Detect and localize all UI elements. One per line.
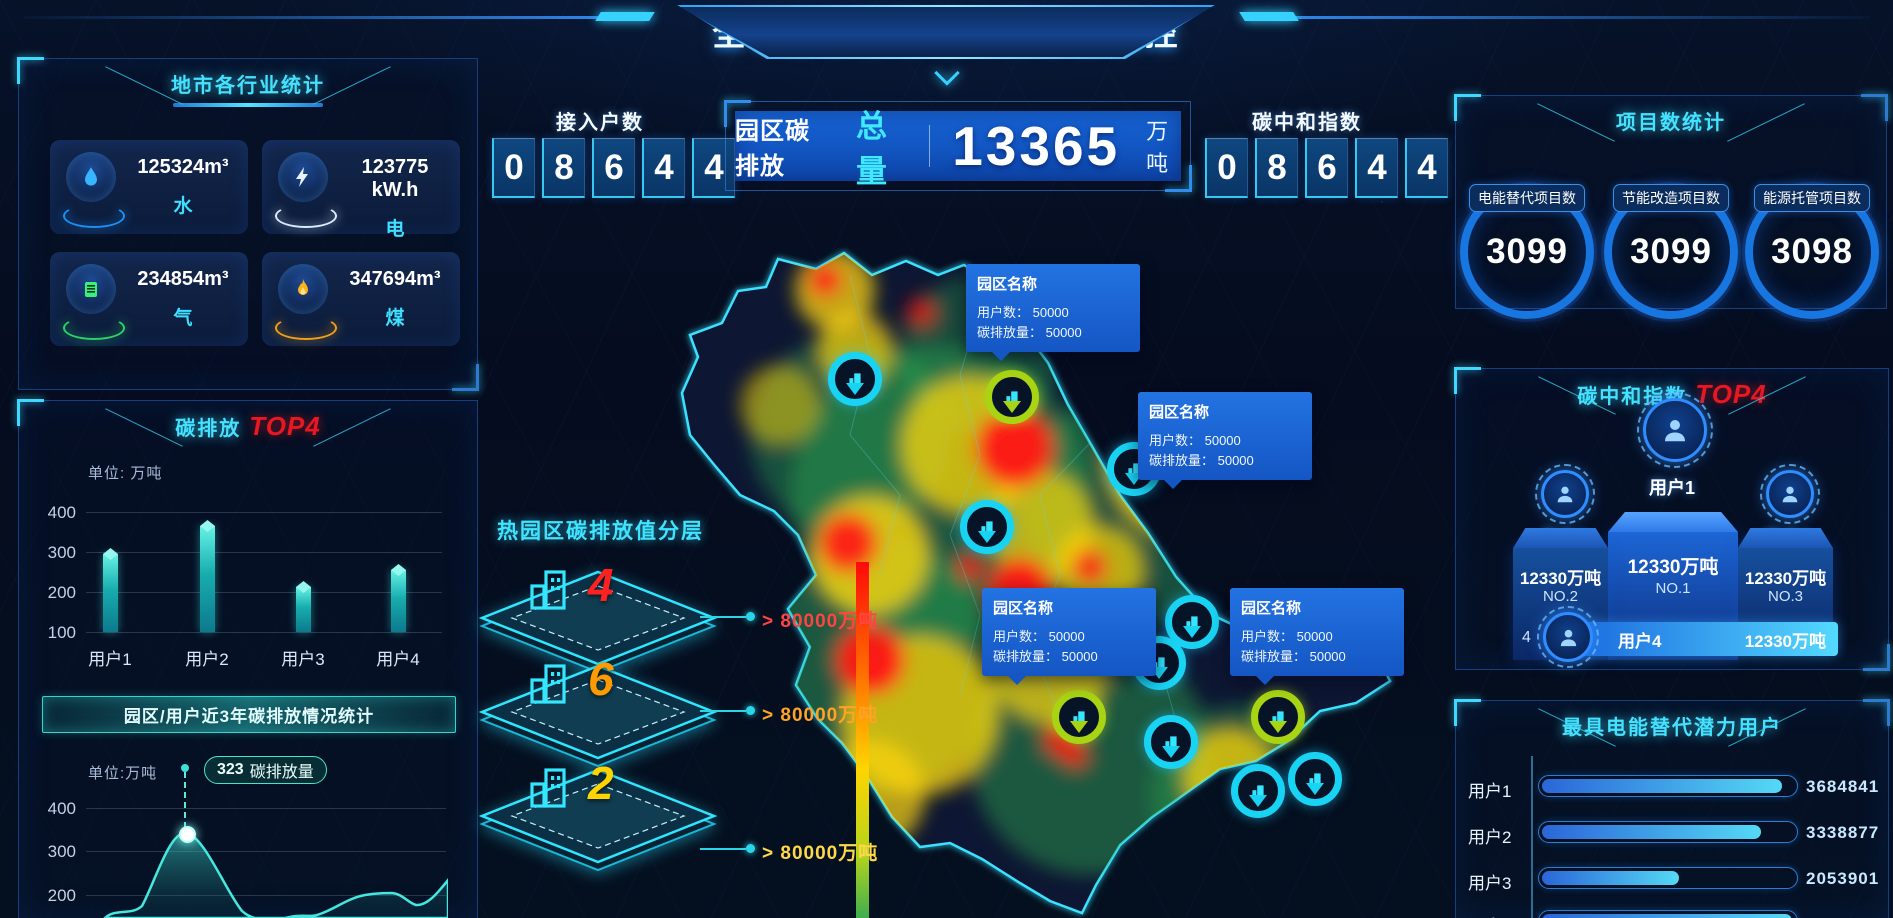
total-unit: 万吨 <box>1146 119 1169 176</box>
park-pin[interactable] <box>1231 764 1285 818</box>
area-chart-unit: 单位:万吨 <box>88 765 158 782</box>
podium-rank1: 12330万吨 NO.1 <box>1608 512 1738 660</box>
coal-value: 347694m³ <box>349 268 441 290</box>
layer-platform-2 <box>478 664 718 768</box>
access-count-digits: 0 8 6 4 4 <box>492 138 735 198</box>
project-count-1: 3099 <box>1460 185 1594 319</box>
bar-user1 <box>103 554 118 632</box>
park-pin[interactable] <box>985 370 1039 424</box>
highlight-point <box>179 826 196 843</box>
layer-3-count: 2 <box>588 757 614 809</box>
park-pin[interactable] <box>1288 752 1342 806</box>
project-badge-1: 电能替代项目数 <box>1469 184 1585 212</box>
water-drop-icon <box>66 152 116 202</box>
tooltip-dot <box>181 764 189 772</box>
layers-title: 热园区碳排放值分层 <box>497 520 704 543</box>
header-line-left <box>24 16 604 19</box>
stat-card-water: 125324m³ 水 <box>50 140 248 234</box>
park-tooltip: 园区名称 用户数： 50000 碳排放量： 50000 <box>966 264 1140 362</box>
park-pin[interactable] <box>960 500 1014 554</box>
chevron-down-icon <box>934 60 960 86</box>
avatar-rank4 <box>1537 606 1599 668</box>
park-pin[interactable] <box>828 352 882 406</box>
layer-2-threshold: > 80000万吨 <box>762 705 879 726</box>
top4-badge: TOP4 <box>249 411 321 441</box>
bar-user4 <box>391 570 406 632</box>
gas-value: 234854m³ <box>137 268 229 290</box>
access-count-label: 接入户数 <box>556 112 644 134</box>
potential-bar-2 <box>1538 821 1798 843</box>
bar-user2 <box>200 526 215 632</box>
park-pin[interactable] <box>1052 690 1106 744</box>
potential-axis <box>1531 756 1533 918</box>
park-tooltip: 园区名称 用户数： 50000 碳排放量： 50000 <box>1230 588 1404 686</box>
total-emission-box: 园区碳排放 总量 13365 万吨 <box>724 100 1192 192</box>
water-value: 125324m³ <box>137 156 229 178</box>
water-label: 水 <box>173 196 193 217</box>
layer-2-count: 6 <box>588 653 614 705</box>
tooltip-connector <box>184 772 186 828</box>
gas-canister-icon <box>66 264 116 314</box>
potential-bar-1 <box>1538 775 1798 797</box>
neutral-index-digits: 0 8 6 4 4 <box>1205 138 1448 198</box>
area-tooltip: 323 碳排放量 <box>204 756 327 784</box>
layer-platform-1 <box>478 570 718 674</box>
title-banner <box>677 5 1215 59</box>
layer-1-threshold: > 80000万吨 <box>762 611 879 632</box>
layer-3-threshold: > 80000万吨 <box>762 843 879 864</box>
flame-icon <box>278 264 328 314</box>
lightning-icon <box>278 152 328 202</box>
coal-label: 煤 <box>385 308 405 329</box>
total-em: 总量 <box>855 109 888 189</box>
panel-emission-top4: 碳排放 TOP4 <box>17 399 478 918</box>
park-tooltip: 园区名称 用户数： 50000 碳排放量： 50000 <box>982 588 1156 686</box>
heat-gradient-bar <box>856 562 869 918</box>
header-accent-right <box>1239 12 1299 21</box>
avatar-rank1 <box>1637 392 1713 468</box>
project-badge-3: 能源托管项目数 <box>1754 184 1870 212</box>
potential-bar-4 <box>1538 910 1798 918</box>
building-icon <box>530 768 566 808</box>
park-pin[interactable] <box>1144 715 1198 769</box>
rank4-user: 用户4 <box>1618 631 1662 651</box>
park-pin[interactable] <box>1251 690 1305 744</box>
total-label: 园区碳排放 <box>735 118 810 180</box>
neutral-index-label: 碳中和指数 <box>1252 112 1362 134</box>
rank4-value: 12330万吨 <box>1744 631 1826 651</box>
rank4-row: 用户4 12330万吨 <box>1576 622 1838 656</box>
bar-chart-unit: 单位: 万吨 <box>88 465 163 482</box>
history-stats-button[interactable]: 园区/用户近3年碳排放情况统计 <box>42 696 456 733</box>
park-tooltip: 园区名称 用户数： 50000 碳排放量： 50000 <box>1138 392 1312 490</box>
panel-neutral-top4-title: 碳中和指数 TOP4 <box>1456 379 1888 410</box>
potential-bar-3 <box>1538 867 1798 889</box>
electricity-value: 123775 kW.h <box>361 156 429 201</box>
panel-emission-top4-title: 碳排放 TOP4 <box>19 411 477 442</box>
avatar-rank3 <box>1760 464 1820 524</box>
stat-card-electricity: 123775 kW.h 电 <box>262 140 460 240</box>
electricity-label: 电 <box>385 219 405 240</box>
rank1-user: 用户1 <box>1648 478 1695 498</box>
panel-projects-title: 项目数统计 <box>1456 106 1886 135</box>
area-chart <box>103 831 448 918</box>
total-value: 13365 <box>952 115 1121 177</box>
avatar-rank2 <box>1535 464 1595 524</box>
layer-1-count: 4 <box>588 559 614 611</box>
top4-badge: TOP4 <box>1695 379 1767 409</box>
rank4-index: 4 <box>1522 629 1531 646</box>
header-line-right <box>1290 16 1870 19</box>
panel-city-stats-title: 地市各行业统计 <box>19 69 477 98</box>
layer-platform-3 <box>478 768 718 872</box>
bar-user3 <box>296 587 311 632</box>
header-accent-left <box>595 12 655 21</box>
project-badge-2: 节能改造项目数 <box>1613 184 1729 212</box>
stat-card-gas: 234854m³ 气 <box>50 252 248 346</box>
gas-label: 气 <box>173 308 193 329</box>
panel-potential-title: 最具电能替代潜力用户 <box>1456 711 1888 740</box>
building-icon <box>530 570 566 610</box>
park-pin[interactable] <box>1165 595 1219 649</box>
building-icon <box>530 664 566 704</box>
stat-card-coal: 347694m³ 煤 <box>262 252 460 346</box>
